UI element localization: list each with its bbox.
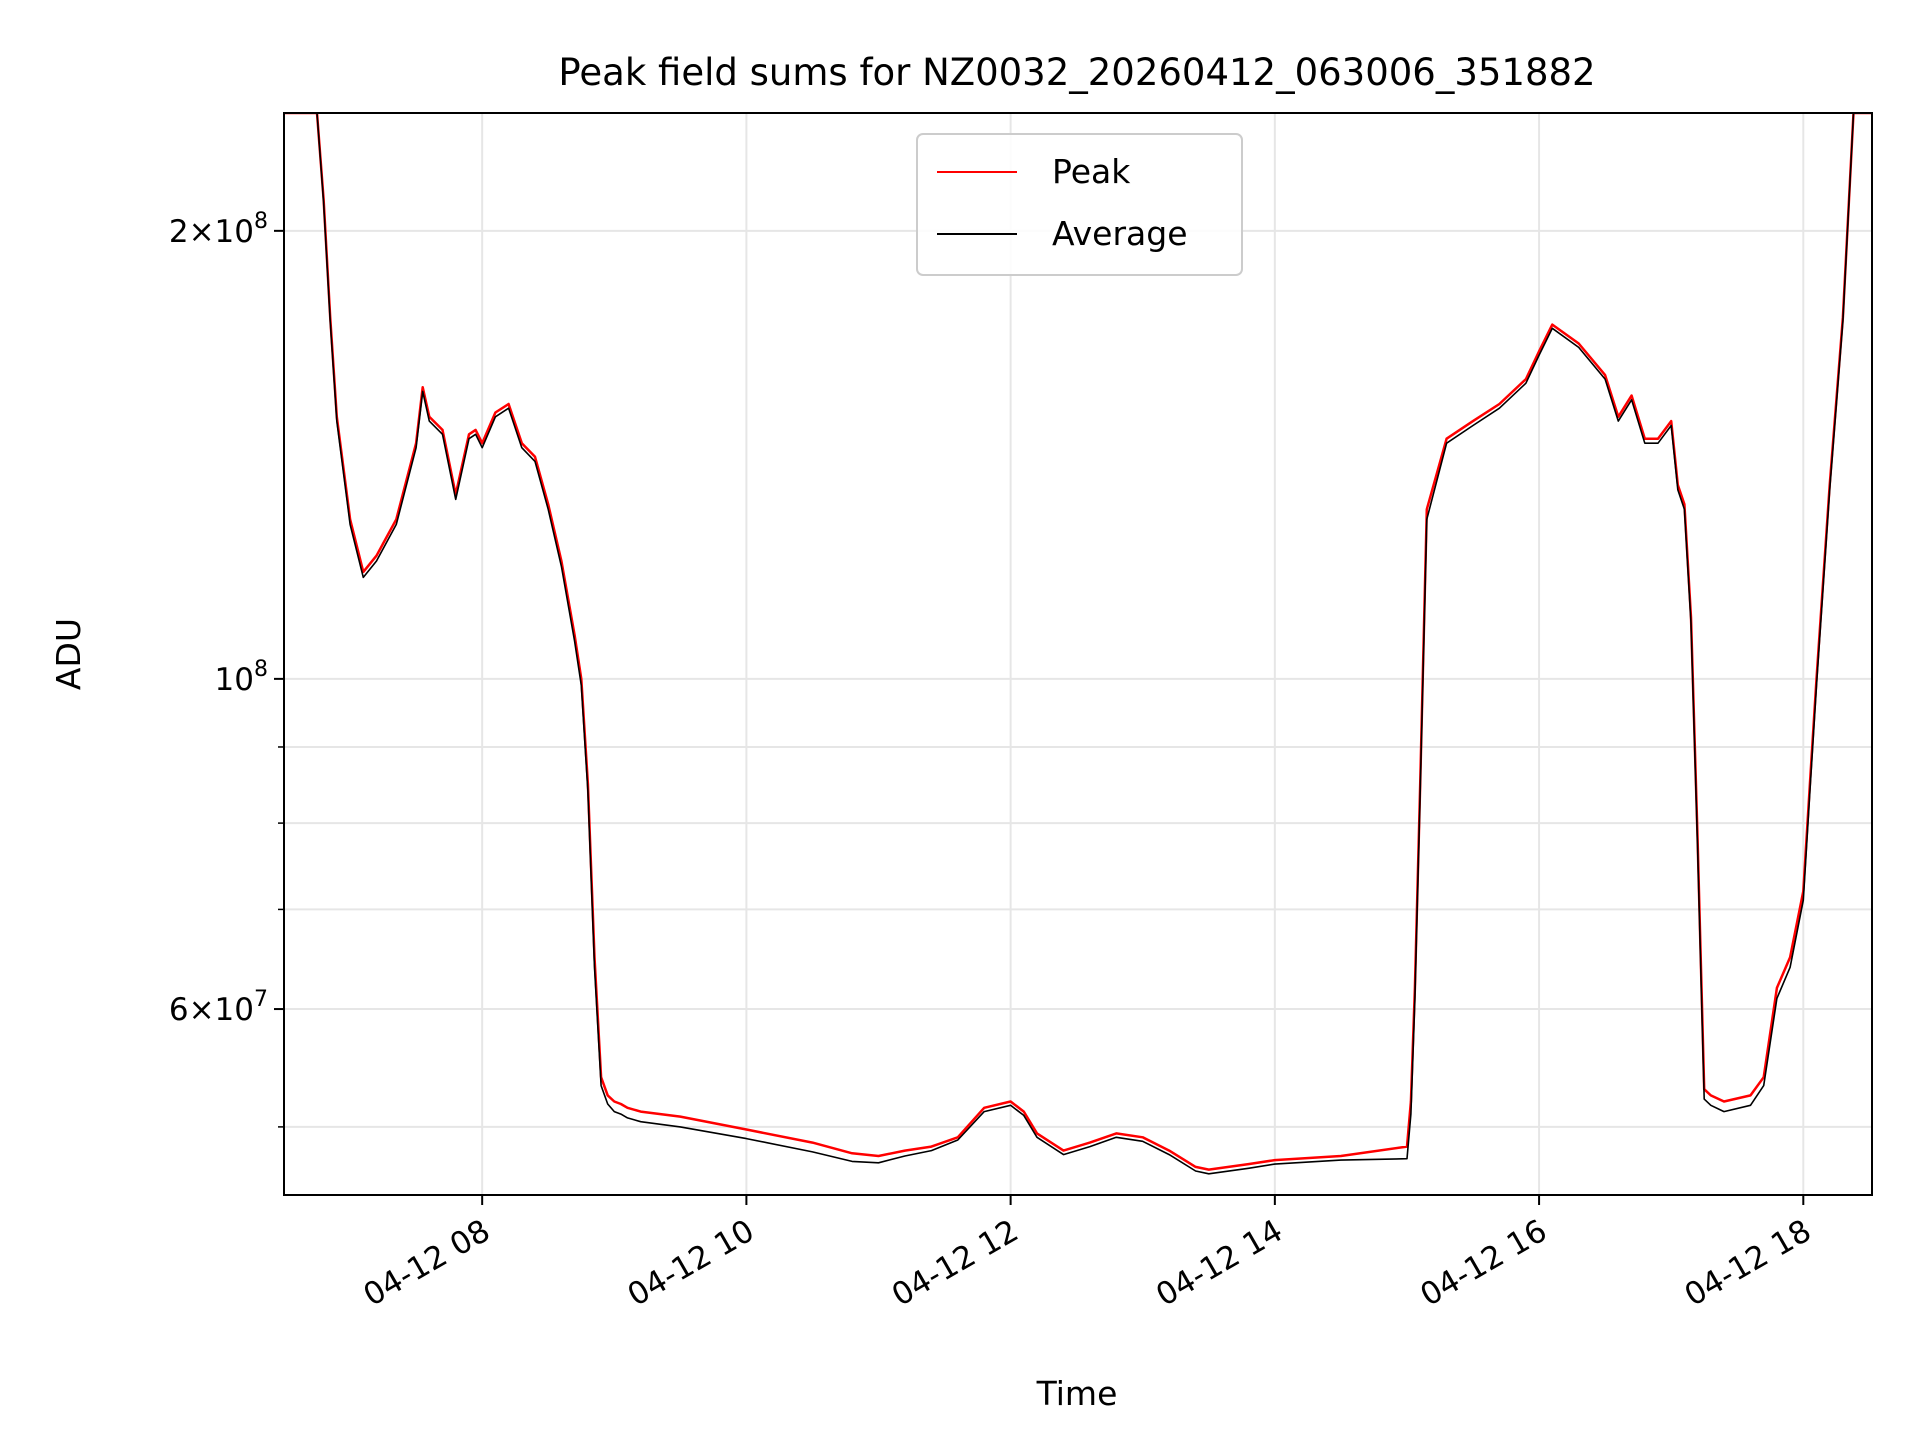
grid-lines bbox=[284, 113, 1872, 1195]
legend-box bbox=[916, 133, 1243, 276]
legend: Peak Average bbox=[916, 133, 1243, 276]
y-tick-label: 6×107 bbox=[169, 987, 268, 1028]
series-line-average bbox=[284, 113, 1872, 1175]
chart-title: Peak field sums for NZ0032_20260412_0630… bbox=[558, 51, 1595, 94]
y-tick-label: 2×108 bbox=[169, 209, 268, 250]
plot-area bbox=[284, 113, 1872, 1175]
y-axis-label: ADU bbox=[49, 618, 88, 690]
legend-label-peak: Peak bbox=[1052, 152, 1131, 191]
series-layer bbox=[284, 113, 1872, 1175]
legend-label-average: Average bbox=[1052, 214, 1188, 253]
plot-frame bbox=[283, 112, 1873, 1196]
x-axis-label: Time bbox=[1036, 1374, 1118, 1413]
